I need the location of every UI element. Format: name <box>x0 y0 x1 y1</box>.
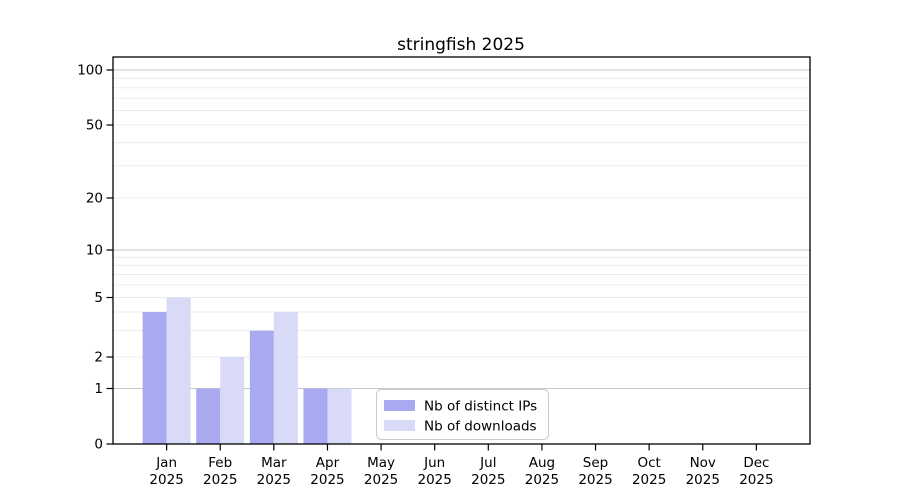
y-tick-label: 100 <box>77 63 103 79</box>
bar-downloads-feb <box>220 357 245 444</box>
y-tick-label: 5 <box>94 290 103 306</box>
x-tick-label-year: 2025 <box>632 472 666 488</box>
x-tick-label-month: Jun <box>423 455 445 471</box>
x-tick-label-year: 2025 <box>739 472 773 488</box>
legend: Nb of distinct IPs Nb of downloads <box>376 389 549 440</box>
bar-distinct-ips-feb <box>196 388 221 444</box>
x-tick-label-year: 2025 <box>686 472 720 488</box>
chart-title: stringfish 2025 <box>397 35 525 55</box>
y-tick-label: 10 <box>86 243 103 259</box>
x-tick-label-year: 2025 <box>418 472 452 488</box>
x-tick-label-year: 2025 <box>471 472 505 488</box>
x-tick-label-month: Sep <box>583 455 608 471</box>
legend-label-distinct-ips: Nb of distinct IPs <box>424 399 537 415</box>
bar-distinct-ips-mar <box>249 330 274 444</box>
y-tick-label: 1 <box>94 381 103 397</box>
y-tick-label: 0 <box>94 437 103 453</box>
legend-swatch-downloads <box>384 420 415 431</box>
x-tick-label-month: Apr <box>316 455 340 471</box>
x-tick-label-month: Nov <box>690 455 716 471</box>
x-tick-label-year: 2025 <box>578 472 612 488</box>
x-tick-label-month: May <box>367 455 395 471</box>
x-tick-label-month: Dec <box>743 455 769 471</box>
grid-layer <box>113 69 810 389</box>
x-tick-label-year: 2025 <box>525 472 559 488</box>
x-tick-label-month: Aug <box>529 455 555 471</box>
bar-distinct-ips-apr <box>303 388 328 444</box>
x-tick-label-month: Mar <box>261 455 287 471</box>
bar-downloads-mar <box>273 311 298 444</box>
x-tick-label-year: 2025 <box>257 472 291 488</box>
bar-downloads-jan <box>166 297 191 444</box>
axis-labels-layer: 0125102050100Jan2025Feb2025Mar2025Apr202… <box>77 63 773 489</box>
legend-label-downloads: Nb of downloads <box>424 419 537 435</box>
x-tick-label-year: 2025 <box>364 472 398 488</box>
bar-distinct-ips-jan <box>142 311 167 444</box>
y-tick-label: 2 <box>94 350 103 366</box>
x-tick-label-year: 2025 <box>149 472 183 488</box>
x-tick-label-month: Feb <box>208 455 232 471</box>
legend-box <box>376 389 549 440</box>
legend-swatch-distinct-ips <box>384 400 415 411</box>
x-tick-label-year: 2025 <box>203 472 237 488</box>
bar-downloads-apr <box>327 388 352 444</box>
x-tick-label-month: Oct <box>637 455 660 471</box>
x-tick-label-year: 2025 <box>310 472 344 488</box>
y-tick-label: 50 <box>86 118 103 134</box>
ticks-layer <box>106 69 757 451</box>
x-tick-label-month: Jan <box>155 455 177 471</box>
x-tick-label-month: Jul <box>479 455 496 471</box>
bars-layer <box>142 297 352 444</box>
y-tick-label: 20 <box>86 191 103 207</box>
